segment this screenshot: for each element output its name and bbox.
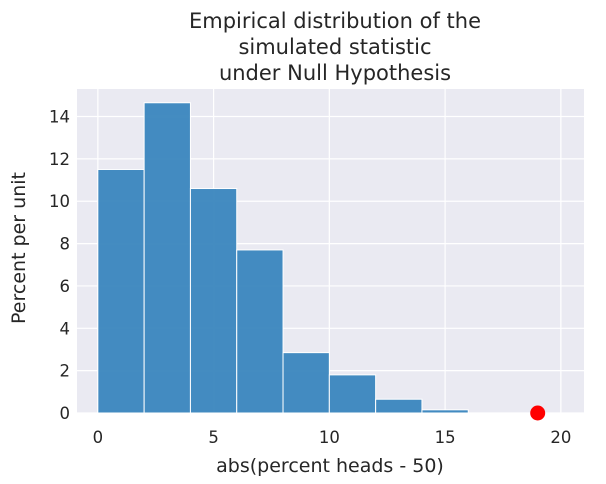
y-tick-label: 4 bbox=[60, 319, 71, 338]
x-tick-label: 20 bbox=[550, 428, 571, 447]
chart-title-line-1: Empirical distribution of the bbox=[189, 9, 481, 33]
x-tick-labels: 0 5 10 15 20 bbox=[93, 428, 572, 447]
y-axis-label: Percent per unit bbox=[8, 172, 30, 324]
histogram-bar bbox=[375, 398, 423, 414]
observed-marker-group bbox=[530, 405, 546, 421]
x-tick-label: 5 bbox=[208, 428, 219, 447]
x-tick-label: 10 bbox=[319, 428, 340, 447]
y-tick-labels: 0 2 4 6 8 10 12 14 bbox=[49, 108, 70, 423]
chart-title-line-2: simulated statistic bbox=[238, 35, 431, 59]
histogram-bar bbox=[143, 102, 191, 414]
histogram-bar bbox=[97, 168, 145, 414]
x-tick-label: 0 bbox=[93, 428, 104, 447]
histogram-bar bbox=[328, 374, 377, 414]
observed-statistic-dot bbox=[530, 405, 546, 421]
histogram-bars bbox=[97, 102, 469, 414]
y-tick-label: 8 bbox=[60, 235, 71, 254]
x-tick-label: 15 bbox=[435, 428, 456, 447]
histogram-bar bbox=[189, 188, 238, 414]
y-tick-label: 14 bbox=[49, 108, 70, 127]
y-tick-label: 6 bbox=[60, 277, 71, 296]
chart-title-line-3: under Null Hypothesis bbox=[219, 61, 451, 85]
y-tick-label: 12 bbox=[49, 150, 70, 169]
histogram-bar bbox=[421, 409, 469, 414]
y-tick-label: 0 bbox=[60, 404, 71, 423]
y-tick-label: 2 bbox=[60, 362, 71, 381]
histogram-bar bbox=[282, 352, 330, 414]
histogram-bar bbox=[236, 249, 284, 414]
x-axis-label: abs(percent heads - 50) bbox=[216, 455, 444, 477]
y-tick-label: 10 bbox=[49, 192, 70, 211]
